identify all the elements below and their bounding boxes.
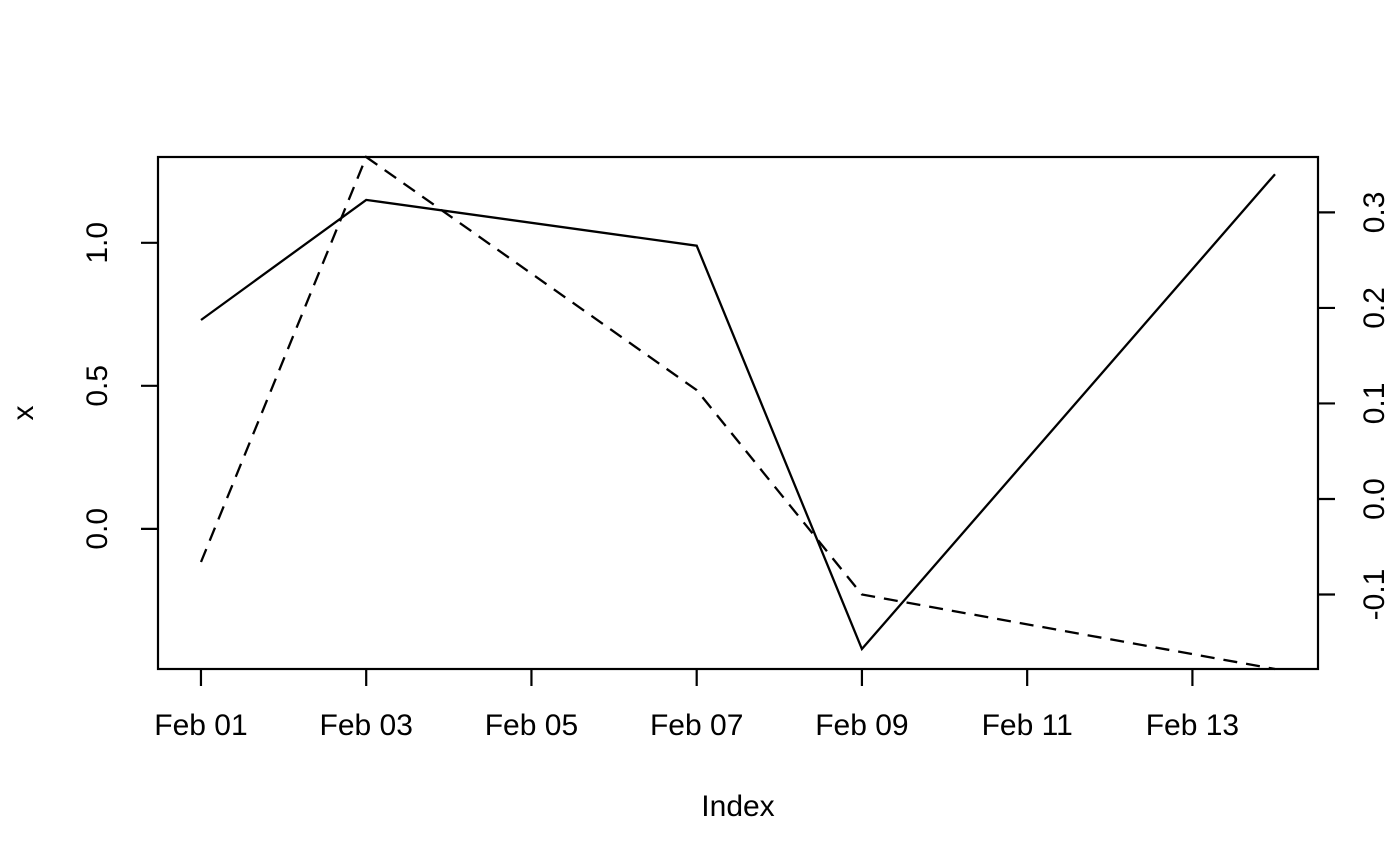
y-right-tick-label: 0.0 [1358,478,1391,520]
x-tick-label: Feb 13 [1146,709,1239,742]
y-left-tick-label: 1.0 [81,222,114,264]
y-left-tick-label: 0.0 [81,508,114,550]
dashed-series-line [199,155,1276,671]
y-right-tick-label: 0.3 [1358,192,1391,234]
series-lines [199,155,1276,671]
solid-series-line [200,173,1276,652]
y-axis-title: x [7,406,40,421]
x-tick-label: Feb 09 [815,709,908,742]
x-tick-label: Feb 05 [485,709,578,742]
x-axis: Feb 01 Feb 03 Feb 05 Feb 07 Feb 09 Feb 11 Feb … [154,669,1239,742]
x-axis-title: Index [701,790,774,823]
y-axis-right: -0.1 0.0 0.1 0.2 0.3 [1318,192,1391,621]
x-tick-label: Feb 01 [154,709,247,742]
x-tick-label: Feb 11 [982,709,1073,742]
y-axis-left: 0.0 0.5 1.0 [81,222,158,550]
y-right-tick-label: 0.2 [1358,287,1391,329]
y-right-tick-label: -0.1 [1358,569,1391,621]
x-tick-label: Feb 03 [320,709,413,742]
y-right-tick-label: 0.1 [1358,383,1391,425]
y-left-tick-label: 0.5 [81,365,114,407]
plot-box [156,155,1320,671]
x-tick-label: Feb 07 [650,709,743,742]
